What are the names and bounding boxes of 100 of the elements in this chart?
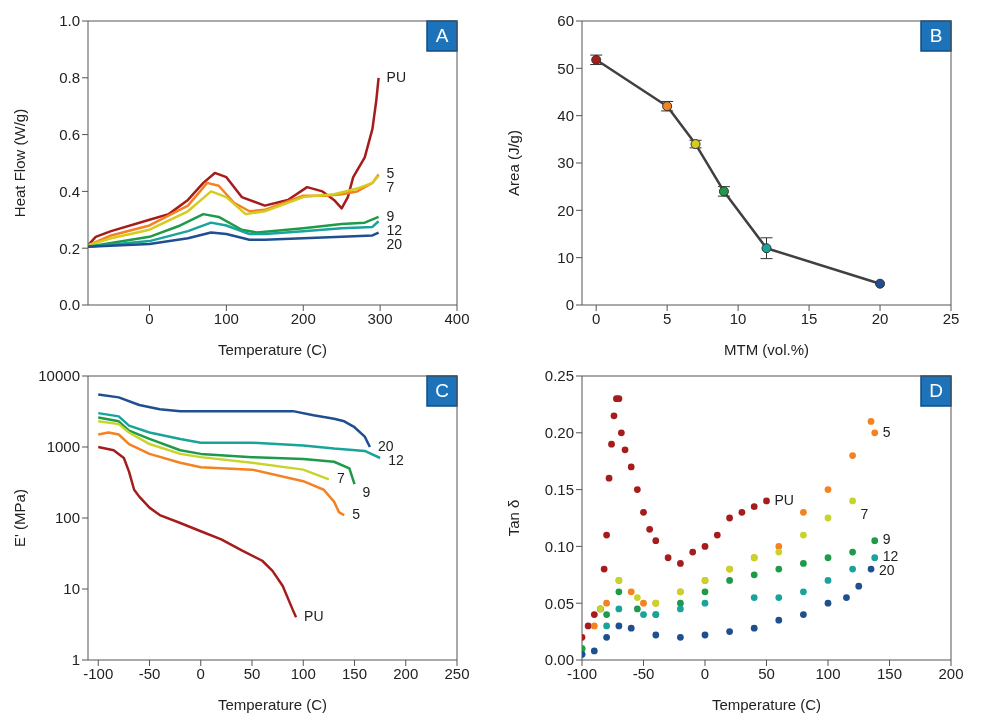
point: [633, 594, 641, 601]
y-tick-label: 60: [557, 12, 574, 30]
x-tick-label: 10: [729, 309, 747, 327]
point: [775, 548, 783, 556]
point: [633, 605, 641, 613]
y-tick-label: 1000: [46, 438, 80, 456]
y-tick-label: 0.15: [544, 480, 574, 498]
annotation: A: [435, 25, 449, 47]
point: [750, 594, 758, 601]
point: [849, 497, 856, 505]
x-tick-label: 25: [942, 309, 960, 327]
line-series: [97, 416, 356, 486]
point: [824, 599, 832, 607]
x-tick-label: 250: [444, 664, 470, 682]
x-tick-label: 200: [393, 664, 419, 682]
x-tick-label: 20: [871, 309, 889, 327]
x-axis-title: Temperature (C): [217, 341, 328, 358]
series-label: 12: [388, 451, 404, 468]
x-tick-label: 200: [290, 309, 316, 327]
x-axis-title: MTM (vol.%): [724, 341, 809, 358]
y-tick-label: 0.8: [59, 69, 80, 87]
point: [871, 429, 879, 437]
point: [640, 611, 647, 618]
series-label: PU: [386, 68, 407, 85]
point: [590, 647, 598, 655]
point: [627, 624, 635, 632]
line-series: [97, 420, 331, 481]
line-series: [97, 431, 346, 517]
y-tick-label: 30: [557, 154, 574, 172]
series-label: 5: [882, 423, 891, 440]
point: [621, 446, 629, 454]
x-tick-label: 50: [758, 664, 775, 682]
series-label: 20: [879, 562, 895, 579]
series-label: 5: [352, 505, 361, 522]
x-tick-label: 150: [876, 664, 903, 682]
annotation: C: [435, 380, 449, 402]
point: [633, 486, 641, 493]
point: [824, 554, 832, 562]
x-tick-label: -50: [632, 664, 655, 682]
line-series: [88, 231, 380, 249]
point: [603, 531, 610, 539]
point: [627, 588, 635, 596]
y-tick-label: 10: [557, 248, 574, 266]
y-tick-label: 20: [557, 201, 574, 219]
y-tick-label: 0.05: [544, 594, 574, 612]
y-tick-label: 10: [63, 580, 80, 598]
series-label: 9: [386, 207, 395, 224]
point: [677, 633, 684, 641]
y-tick-label: 50: [557, 59, 574, 77]
point: [603, 622, 610, 630]
series-label: 9: [362, 484, 371, 501]
point: [600, 565, 608, 573]
point: [610, 412, 618, 420]
point: [726, 628, 733, 635]
point: [590, 622, 598, 630]
point: [800, 531, 807, 539]
point: [664, 554, 672, 562]
x-tick-label: 15: [800, 309, 818, 327]
x-tick-label: 100: [815, 664, 841, 682]
point: [824, 577, 832, 584]
panel-label-box: B: [920, 20, 952, 52]
panel-label-box: C: [426, 375, 458, 407]
point: [800, 588, 807, 596]
point: [677, 605, 684, 613]
point: [761, 243, 772, 254]
series-label: 7: [860, 505, 869, 522]
point: [849, 548, 856, 556]
point: [726, 514, 733, 522]
annotation: D: [929, 380, 943, 402]
x-tick-label: 200: [938, 664, 964, 682]
point: [738, 508, 746, 516]
point: [646, 525, 654, 533]
point: [584, 622, 592, 630]
series-label: PU: [774, 491, 794, 508]
x-tick-label: 100: [213, 309, 239, 327]
x-tick-label: 0: [700, 664, 710, 682]
line-series: [97, 445, 298, 619]
x-tick-label: 5: [662, 309, 672, 327]
y-axis-title: Tan δ: [505, 499, 523, 537]
y-tick-label: 40: [557, 106, 574, 124]
series-label: 9: [882, 531, 891, 548]
point: [750, 503, 758, 511]
y-tick-label: 0: [565, 296, 574, 314]
point: [750, 571, 758, 579]
y-tick-label: 0.20: [544, 424, 574, 442]
y-axis-title: E' (MPa): [11, 489, 29, 547]
series-label: PU: [304, 607, 324, 624]
point: [824, 514, 832, 522]
series-label: 12: [882, 548, 899, 565]
y-axis-title: Heat Flow (W/g): [11, 108, 29, 218]
x-tick-label: 300: [367, 309, 393, 327]
point: [640, 599, 647, 607]
point: [843, 594, 850, 601]
x-tick-label: 0: [145, 309, 154, 327]
point: [701, 543, 709, 550]
point: [652, 537, 660, 545]
point: [713, 531, 721, 539]
y-tick-label: 0.25: [544, 367, 574, 385]
point: [615, 605, 623, 613]
series-label: 12: [386, 221, 403, 238]
